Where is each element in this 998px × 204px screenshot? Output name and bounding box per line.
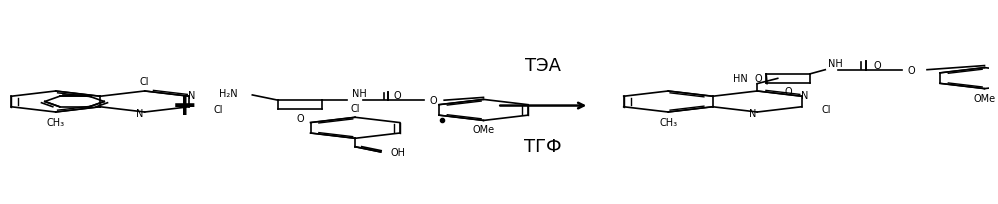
Text: O: O [754,74,761,84]
Text: NH: NH [828,58,843,68]
Text: Cl: Cl [214,104,224,114]
Text: ТЭА: ТЭА [525,57,561,75]
Text: HN: HN [733,73,748,83]
Text: CH₃: CH₃ [659,118,678,128]
Text: OMe: OMe [472,125,495,135]
Text: O: O [296,113,303,123]
Text: Cl: Cl [140,76,150,86]
Text: OMe: OMe [973,93,996,103]
Text: NH: NH [352,89,367,99]
Text: ТГФ: ТГФ [524,137,562,155]
Text: O: O [784,87,791,97]
Text: Cl: Cl [350,104,360,114]
Text: O: O [873,61,881,71]
Text: Cl: Cl [821,104,831,114]
Text: O: O [429,96,437,106]
Text: H₂N: H₂N [219,89,238,98]
Text: O: O [393,91,401,101]
Text: OH: OH [390,147,405,157]
Text: O: O [907,65,915,75]
Text: N: N [748,109,755,119]
Text: N: N [136,109,144,119]
Text: CH₃: CH₃ [47,118,65,128]
Text: N: N [189,91,196,101]
Text: +: + [172,92,197,120]
Text: N: N [801,91,808,101]
